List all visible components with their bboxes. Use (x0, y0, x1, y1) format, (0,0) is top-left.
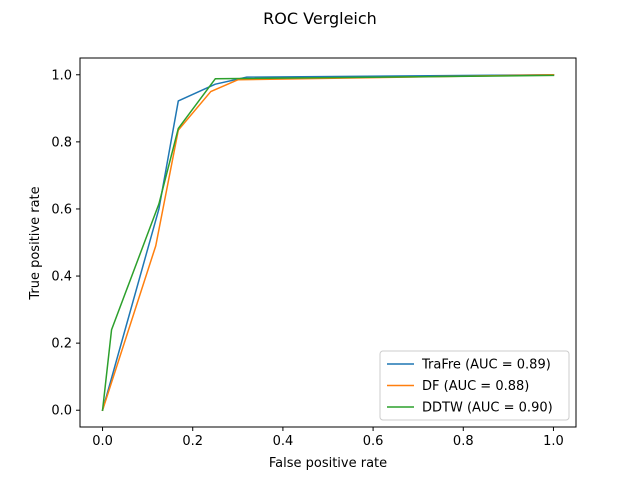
series-line-2 (101, 74, 555, 412)
y-tick-label: 0.8 (51, 135, 72, 150)
legend-label-0: TraFre (AUC = 0.89) (421, 358, 551, 373)
legend-label-1: DF (AUC = 0.88) (422, 379, 529, 394)
legend-label-2: DDTW (AUC = 0.90) (422, 401, 553, 416)
y-tick-label: 0.6 (51, 202, 72, 217)
x-tick-label: 1.0 (543, 434, 564, 449)
x-tick-label: 0.2 (182, 434, 203, 449)
series-line-0 (101, 74, 555, 412)
y-axis-label: True positive rate (28, 186, 43, 300)
y-tick-label: 0.2 (51, 337, 72, 352)
plot-frame (79, 57, 577, 428)
y-tick-label: 0.4 (51, 270, 72, 285)
series-line-1 (101, 74, 555, 412)
x-axis-label: False positive rate (269, 456, 387, 471)
legend-box (379, 350, 570, 421)
x-axis: 0.0 0.2 0.4 0.6 0.8 1.0 (92, 427, 564, 449)
x-tick-label: 0.8 (453, 434, 474, 449)
chart-title: ROC Vergleich (263, 9, 377, 28)
x-tick-label: 0.4 (273, 434, 294, 449)
legend: TraFre (AUC = 0.89) DF (AUC = 0.88) DDTW (… (379, 350, 570, 421)
y-tick-label: 0.0 (51, 404, 72, 419)
plot-lines (101, 74, 555, 412)
y-tick-label: 1.0 (51, 68, 72, 83)
x-tick-label: 0.0 (92, 434, 113, 449)
y-axis: 0.0 0.2 0.4 0.6 0.8 1.0 (51, 68, 80, 419)
x-tick-label: 0.6 (363, 434, 384, 449)
